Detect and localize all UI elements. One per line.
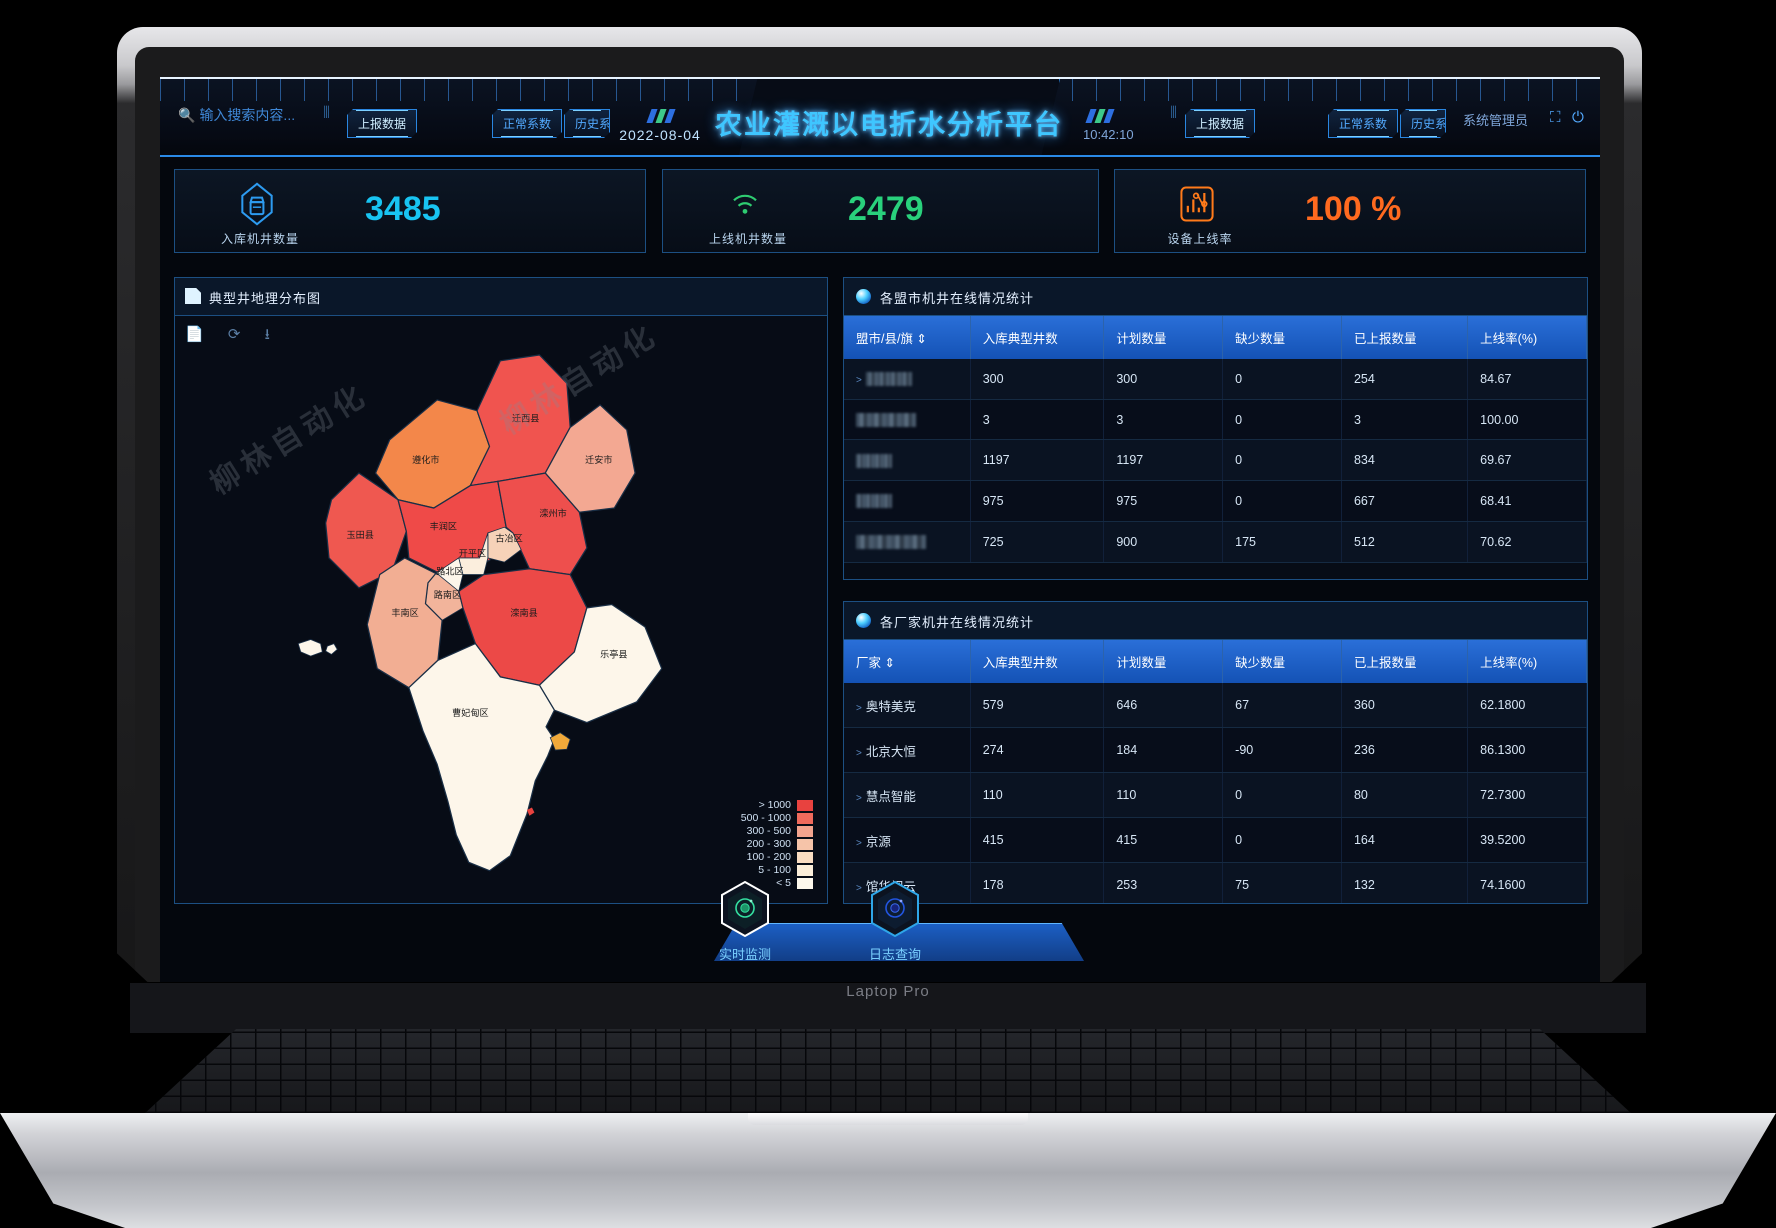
svg-text:遵化市: 遵化市 [412,454,439,465]
svg-text:迁安市: 迁安市 [585,454,612,465]
svg-text:丰南区: 丰南区 [391,607,418,618]
svg-text:玉田县: 玉田县 [346,530,373,540]
svg-text:滦州市: 滦州市 [539,507,566,518]
svg-text:古冶区: 古冶区 [495,532,522,543]
svg-text:乐亭县: 乐亭县 [600,649,627,660]
svg-text:路南区: 路南区 [434,589,461,600]
svg-text:开平区: 开平区 [459,548,486,558]
svg-text:路北区: 路北区 [436,566,463,577]
svg-text:丰润区: 丰润区 [430,521,457,532]
svg-text:迁西县: 迁西县 [512,414,539,424]
svg-text:曹妃甸区: 曹妃甸区 [452,707,489,718]
svg-text:滦南县: 滦南县 [510,607,537,618]
